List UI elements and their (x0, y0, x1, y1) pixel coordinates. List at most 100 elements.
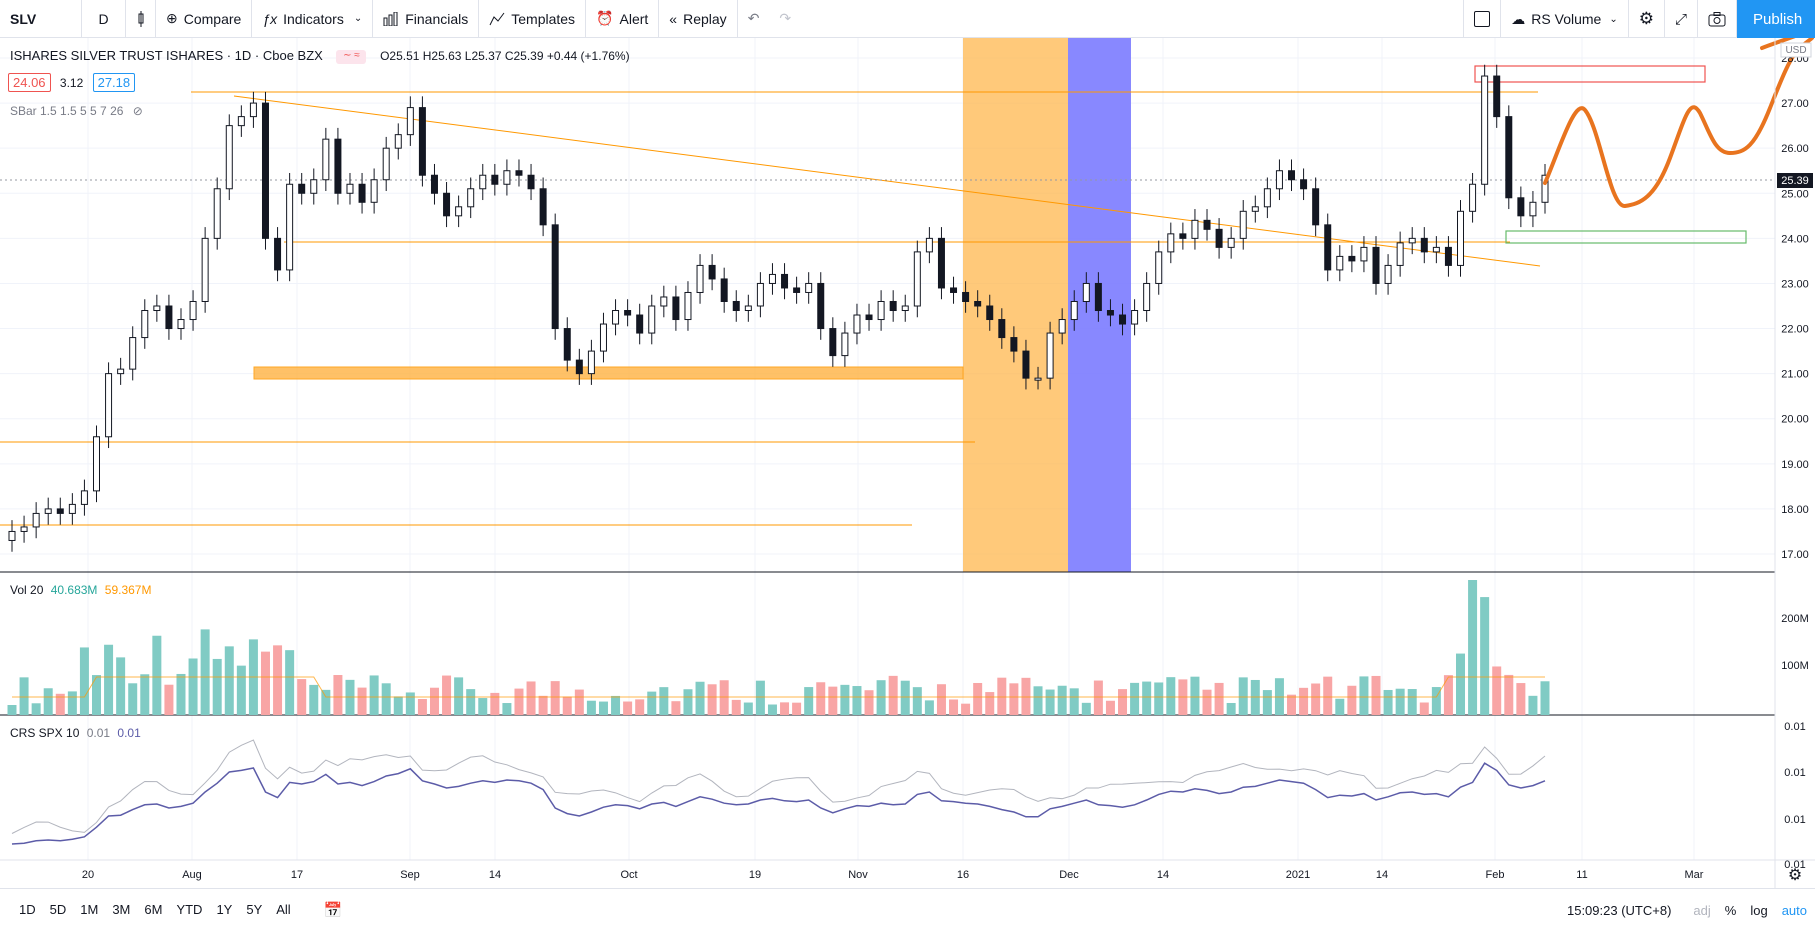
templates-button[interactable]: Templates (479, 0, 587, 38)
chart-type-button[interactable] (126, 0, 156, 38)
range-1d[interactable]: 1D (19, 902, 36, 917)
volume-bar (1081, 702, 1091, 715)
time-axis[interactable]: 20 Aug 17 Sep 14 Oct 19 Nov 16 Dec 14 2021 14 Feb 11 Ma… (82, 869, 1704, 881)
range-1y[interactable]: 1Y (216, 902, 233, 917)
volume-bar (659, 687, 669, 715)
volume-bar (1287, 694, 1297, 715)
projection-brush[interactable] (1543, 38, 1814, 208)
redo-icon: ↷ (779, 10, 792, 26)
eye-crossed-icon[interactable]: ⊘ (132, 104, 143, 118)
redo-button[interactable]: ↷ (769, 0, 801, 38)
templates-icon (489, 12, 505, 25)
candle-body (1251, 206, 1259, 212)
candle-body (1239, 210, 1247, 239)
range-ytd[interactable]: YTD (176, 902, 203, 917)
candle-body (913, 251, 921, 307)
fullscreen-button[interactable]: ⤢ (1665, 0, 1698, 38)
snapshot-button[interactable] (1698, 0, 1737, 38)
crs-axis-label: 0.01 (1784, 814, 1805, 826)
volume-bar (236, 665, 246, 715)
range-all[interactable]: All (276, 902, 291, 917)
chart-canvas[interactable]: 28.0027.0026.0025.0024.0023.0022.0021.00… (0, 38, 1815, 888)
interval-button[interactable]: D (82, 0, 126, 38)
candle-body (32, 512, 40, 528)
candles-icon (138, 10, 144, 27)
layout-button[interactable] (1463, 0, 1502, 38)
indicators-button[interactable]: ƒx Indicators ⌄ (252, 0, 374, 38)
projection-brush-top[interactable] (1760, 38, 1812, 50)
candle-body (1070, 300, 1078, 321)
range-3m[interactable]: 3M (112, 902, 131, 917)
price-axis[interactable]: 28.0027.0026.0025.0024.0023.0022.0021.00… (1781, 53, 1809, 561)
undo-button[interactable]: ↶ (738, 0, 770, 38)
candle-body (901, 305, 909, 312)
range-5y[interactable]: 5Y (246, 902, 263, 917)
financials-icon (383, 11, 398, 26)
volume-bar (502, 703, 512, 715)
volume-bar (1202, 689, 1212, 715)
volume-bar (683, 689, 693, 715)
crs-axis-label: 0.01 (1784, 859, 1805, 871)
candle-body (768, 273, 776, 284)
volume-bar (1057, 685, 1067, 715)
adj-toggle[interactable]: adj (1693, 902, 1711, 918)
publish-button[interactable]: Publish (1737, 0, 1815, 38)
candle-body (491, 174, 499, 185)
volume-bar (260, 651, 270, 715)
alert-button[interactable]: ⏰ Alert (586, 0, 660, 38)
sbar-label[interactable]: SBar 1.5 1.5 5 5 7 26 (10, 104, 124, 118)
volume-bar (55, 693, 65, 715)
time-axis-label: Aug (182, 869, 202, 881)
candle-body (467, 188, 475, 208)
candle-body (1420, 237, 1428, 253)
crs-legend-name[interactable]: CRS SPX 10 (10, 726, 80, 740)
currency-tag[interactable]: USD (1785, 45, 1806, 56)
candle-body (1143, 282, 1151, 312)
volume-bar (936, 684, 946, 715)
rs-volume-button[interactable]: ☁ RS Volume ⌄ (1501, 0, 1629, 38)
candle-body (1432, 246, 1440, 253)
auto-toggle[interactable]: auto (1781, 902, 1807, 918)
status-badge[interactable]: ∼ ≈ (336, 49, 367, 64)
percent-toggle[interactable]: % (1724, 902, 1737, 918)
green-target-box[interactable] (1505, 230, 1747, 244)
compare-button[interactable]: ⊕ Compare (156, 0, 253, 38)
ask-price[interactable]: 27.18 (92, 73, 136, 92)
candle-body (1263, 188, 1271, 208)
candle-body (684, 291, 692, 321)
log-toggle[interactable]: log (1750, 902, 1768, 918)
settings-button[interactable]: ⚙ (1629, 0, 1665, 38)
volume-legend-name[interactable]: Vol 20 (10, 583, 44, 597)
candle-body (636, 314, 644, 334)
bid-price[interactable]: 24.06 (8, 73, 51, 92)
compare-label: Compare (183, 10, 242, 27)
volume-bar (79, 647, 89, 715)
axis-settings-gear-icon[interactable]: ⚙ (1788, 867, 1802, 884)
volume-bar (152, 635, 162, 715)
symbol-title[interactable]: ISHARES SILVER TRUST ISHARES · 1D · Cboe… (10, 48, 323, 63)
volume-bar (1540, 681, 1550, 715)
support-zone[interactable] (253, 366, 964, 380)
volume-bar (1528, 695, 1538, 715)
candle-body (261, 102, 269, 239)
replay-button[interactable]: « Replay (659, 0, 738, 38)
time-axis-label: 19 (749, 869, 761, 881)
range-6m[interactable]: 6M (144, 902, 163, 917)
financials-button[interactable]: Financials (373, 0, 480, 38)
candle-body (1227, 237, 1235, 248)
date-range-calendar-icon[interactable]: 📅 (323, 901, 343, 919)
volume-bar (321, 689, 331, 715)
range-1m[interactable]: 1M (80, 902, 99, 917)
range-5d[interactable]: 5D (49, 902, 67, 917)
volume-bar (1045, 689, 1055, 715)
crs-raw-line (11, 739, 1546, 834)
candle-body (274, 237, 282, 271)
red-target-box[interactable] (1474, 65, 1706, 83)
volume-bar (417, 698, 427, 715)
symbol-search[interactable]: SLV (0, 0, 82, 38)
volume-bar (104, 644, 114, 715)
volume-value: 40.683M (50, 583, 98, 597)
clock-time[interactable]: 15:09:23 (UTC+8) (1566, 902, 1672, 918)
trend-line[interactable] (233, 95, 1541, 267)
volume-bar (212, 658, 222, 715)
